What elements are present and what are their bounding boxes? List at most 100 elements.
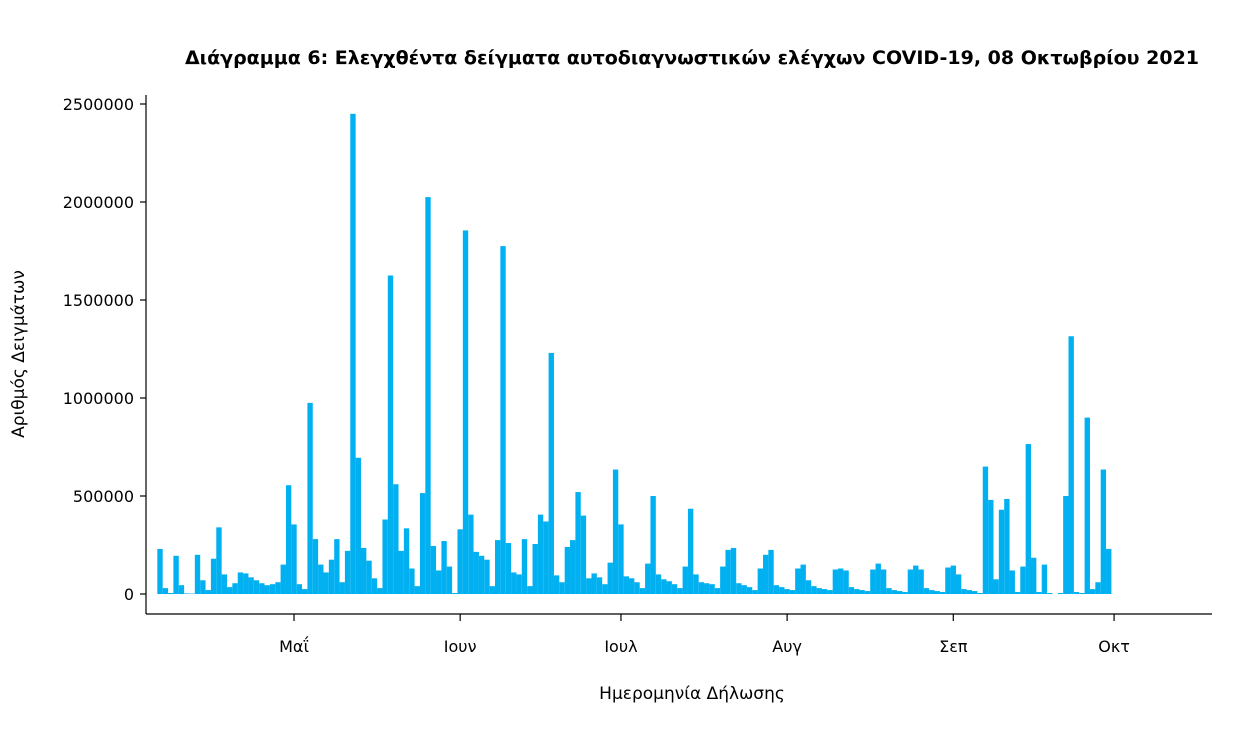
bar (929, 590, 935, 594)
bar (296, 584, 303, 594)
bar (832, 569, 839, 594)
bar (355, 457, 361, 594)
bar (913, 565, 919, 594)
bar (543, 521, 549, 594)
bar (982, 466, 989, 594)
bar (436, 570, 442, 594)
bar (763, 554, 769, 594)
bar (854, 589, 860, 594)
bar (307, 402, 313, 594)
bar (816, 588, 822, 594)
bar (468, 514, 474, 594)
bar (886, 588, 892, 594)
bar (511, 572, 517, 594)
bar (275, 582, 281, 594)
bar (184, 593, 190, 594)
bar (371, 578, 378, 594)
bar (259, 583, 265, 594)
bar (178, 585, 185, 594)
bar (237, 572, 244, 594)
bar (570, 540, 576, 594)
bar (848, 587, 855, 594)
bar (489, 586, 495, 594)
bar (216, 527, 222, 594)
bar (168, 593, 174, 594)
bar (655, 574, 662, 594)
bar (205, 590, 211, 594)
bar (714, 588, 721, 594)
bar (478, 555, 485, 594)
bar (607, 562, 613, 594)
bar (1106, 548, 1112, 594)
bar (639, 588, 646, 594)
bar (945, 567, 951, 594)
bar (350, 113, 356, 595)
bar (988, 499, 994, 594)
bar (221, 574, 227, 594)
bar (977, 593, 983, 594)
bar (961, 589, 967, 594)
bar (666, 581, 672, 594)
bar (537, 514, 544, 594)
bar (725, 549, 731, 594)
bar (1014, 592, 1021, 594)
bar (457, 529, 463, 594)
bar (248, 577, 254, 594)
bar (505, 543, 512, 594)
bar (634, 582, 640, 594)
bar (1063, 496, 1069, 594)
y-tick-label: 500000 (73, 487, 134, 506)
bar (805, 580, 812, 594)
bar (1020, 566, 1026, 594)
x-axis-label: Ημερομηνία Δήλωσης (599, 684, 785, 704)
bar (891, 590, 897, 594)
bar (682, 566, 688, 594)
bar (409, 568, 415, 594)
bar (998, 509, 1005, 594)
bar (623, 576, 629, 594)
bar (403, 528, 410, 594)
bar (897, 591, 903, 594)
chart-title: Διάγραμμα 6: Ελεγχθέντα δείγματα αυτοδια… (185, 47, 1199, 69)
bar (687, 508, 694, 594)
bar (720, 566, 726, 594)
bar (838, 568, 844, 594)
bar (972, 591, 978, 594)
bar (382, 519, 388, 594)
bar (452, 593, 458, 594)
bar (752, 590, 758, 594)
bar (907, 569, 914, 594)
bar (532, 544, 538, 594)
bar (253, 580, 260, 594)
bar (784, 589, 790, 594)
bar (291, 524, 297, 594)
bar (800, 564, 806, 594)
x-tick-label: Οκτ (1098, 637, 1130, 656)
bar (843, 570, 849, 594)
bar (264, 585, 270, 594)
bar (495, 540, 501, 594)
bar (1084, 417, 1090, 594)
bar (393, 484, 399, 594)
bar (302, 589, 308, 594)
bar (993, 579, 999, 594)
bar (318, 564, 324, 594)
x-tick-label: Ιουν (444, 637, 477, 656)
bar (746, 587, 753, 594)
bar (1009, 570, 1015, 594)
y-axis-label: Αριθμός Δειγμάτων (9, 270, 29, 438)
y-tick-label: 2500000 (63, 95, 134, 114)
bar (200, 580, 206, 594)
bar (334, 539, 340, 594)
bar (618, 524, 624, 594)
bar (441, 541, 447, 594)
bar (650, 496, 656, 594)
bar (232, 583, 238, 594)
bar (323, 572, 329, 594)
bar (559, 582, 565, 594)
bar (1036, 592, 1042, 594)
bar (693, 574, 699, 594)
bar (773, 585, 780, 594)
bar (811, 586, 817, 594)
